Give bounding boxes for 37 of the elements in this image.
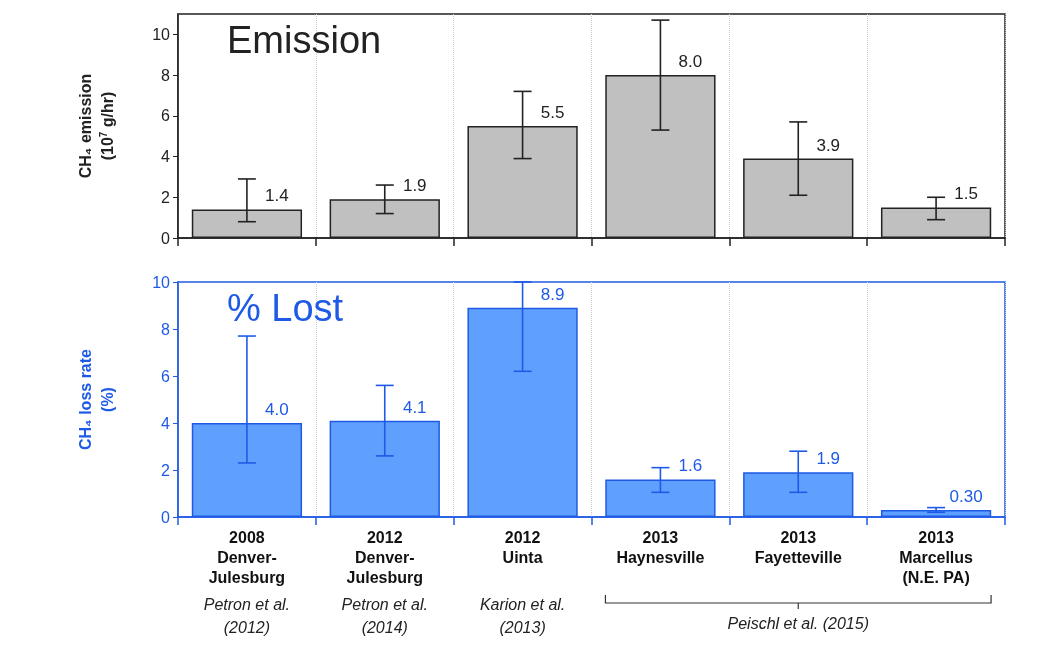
chart-title: Emission xyxy=(227,19,382,61)
x-tick-label: 2012 Uinta xyxy=(502,528,543,566)
x-tick-label: 2013 Haynesville xyxy=(616,528,705,566)
data-label: 1.9 xyxy=(402,176,427,196)
y-tick-label: 8 xyxy=(161,320,171,338)
y-tick-label: 4 xyxy=(161,414,171,432)
y-tick-label: 10 xyxy=(152,25,171,43)
data-label: 1.9 xyxy=(816,449,841,469)
text: Karion et al. (2013) xyxy=(479,596,566,636)
text: Petron et al. (2012) xyxy=(203,596,291,636)
y-tick-label: 0 xyxy=(161,229,171,247)
y-tick-label: 10 xyxy=(152,273,171,291)
x-tick-label: 2013 Marcellus (N.E. PA) xyxy=(899,528,974,586)
text: Petron et al. (2014) xyxy=(341,596,428,636)
x-tick-label: 2013 Fayetteville xyxy=(754,528,842,566)
data-label: 1.6 xyxy=(678,456,703,476)
x-tick-label: 2012 Denver- Julesburg xyxy=(346,528,423,586)
chart-title: % Lost xyxy=(227,287,344,329)
y-axis-title: CH₄ loss rate (%) xyxy=(76,348,116,450)
data-label: 1.5 xyxy=(954,184,978,204)
data-label: 5.5 xyxy=(540,103,565,122)
data-label: 3.9 xyxy=(816,135,841,155)
text: Peischl et al. (2015) xyxy=(727,614,869,632)
data-label: 8.0 xyxy=(678,52,703,72)
y-tick-label: 4 xyxy=(161,148,171,166)
y-tick-label: 2 xyxy=(161,461,171,479)
x-tick-label: 2008 Denver- Julesburg xyxy=(208,528,286,586)
y-tick-label: 6 xyxy=(161,367,171,385)
data-label: 8.9 xyxy=(540,284,565,304)
y-tick-label: 2 xyxy=(161,188,171,206)
y-tick-label: 6 xyxy=(161,107,171,125)
y-tick-label: 0 xyxy=(161,508,171,526)
y-tick-label: 8 xyxy=(161,66,171,84)
data-label: 4.0 xyxy=(265,400,289,419)
data-label: 0.30 xyxy=(949,486,983,506)
data-label: 1.4 xyxy=(265,186,289,206)
data-label: 4.1 xyxy=(402,397,427,417)
